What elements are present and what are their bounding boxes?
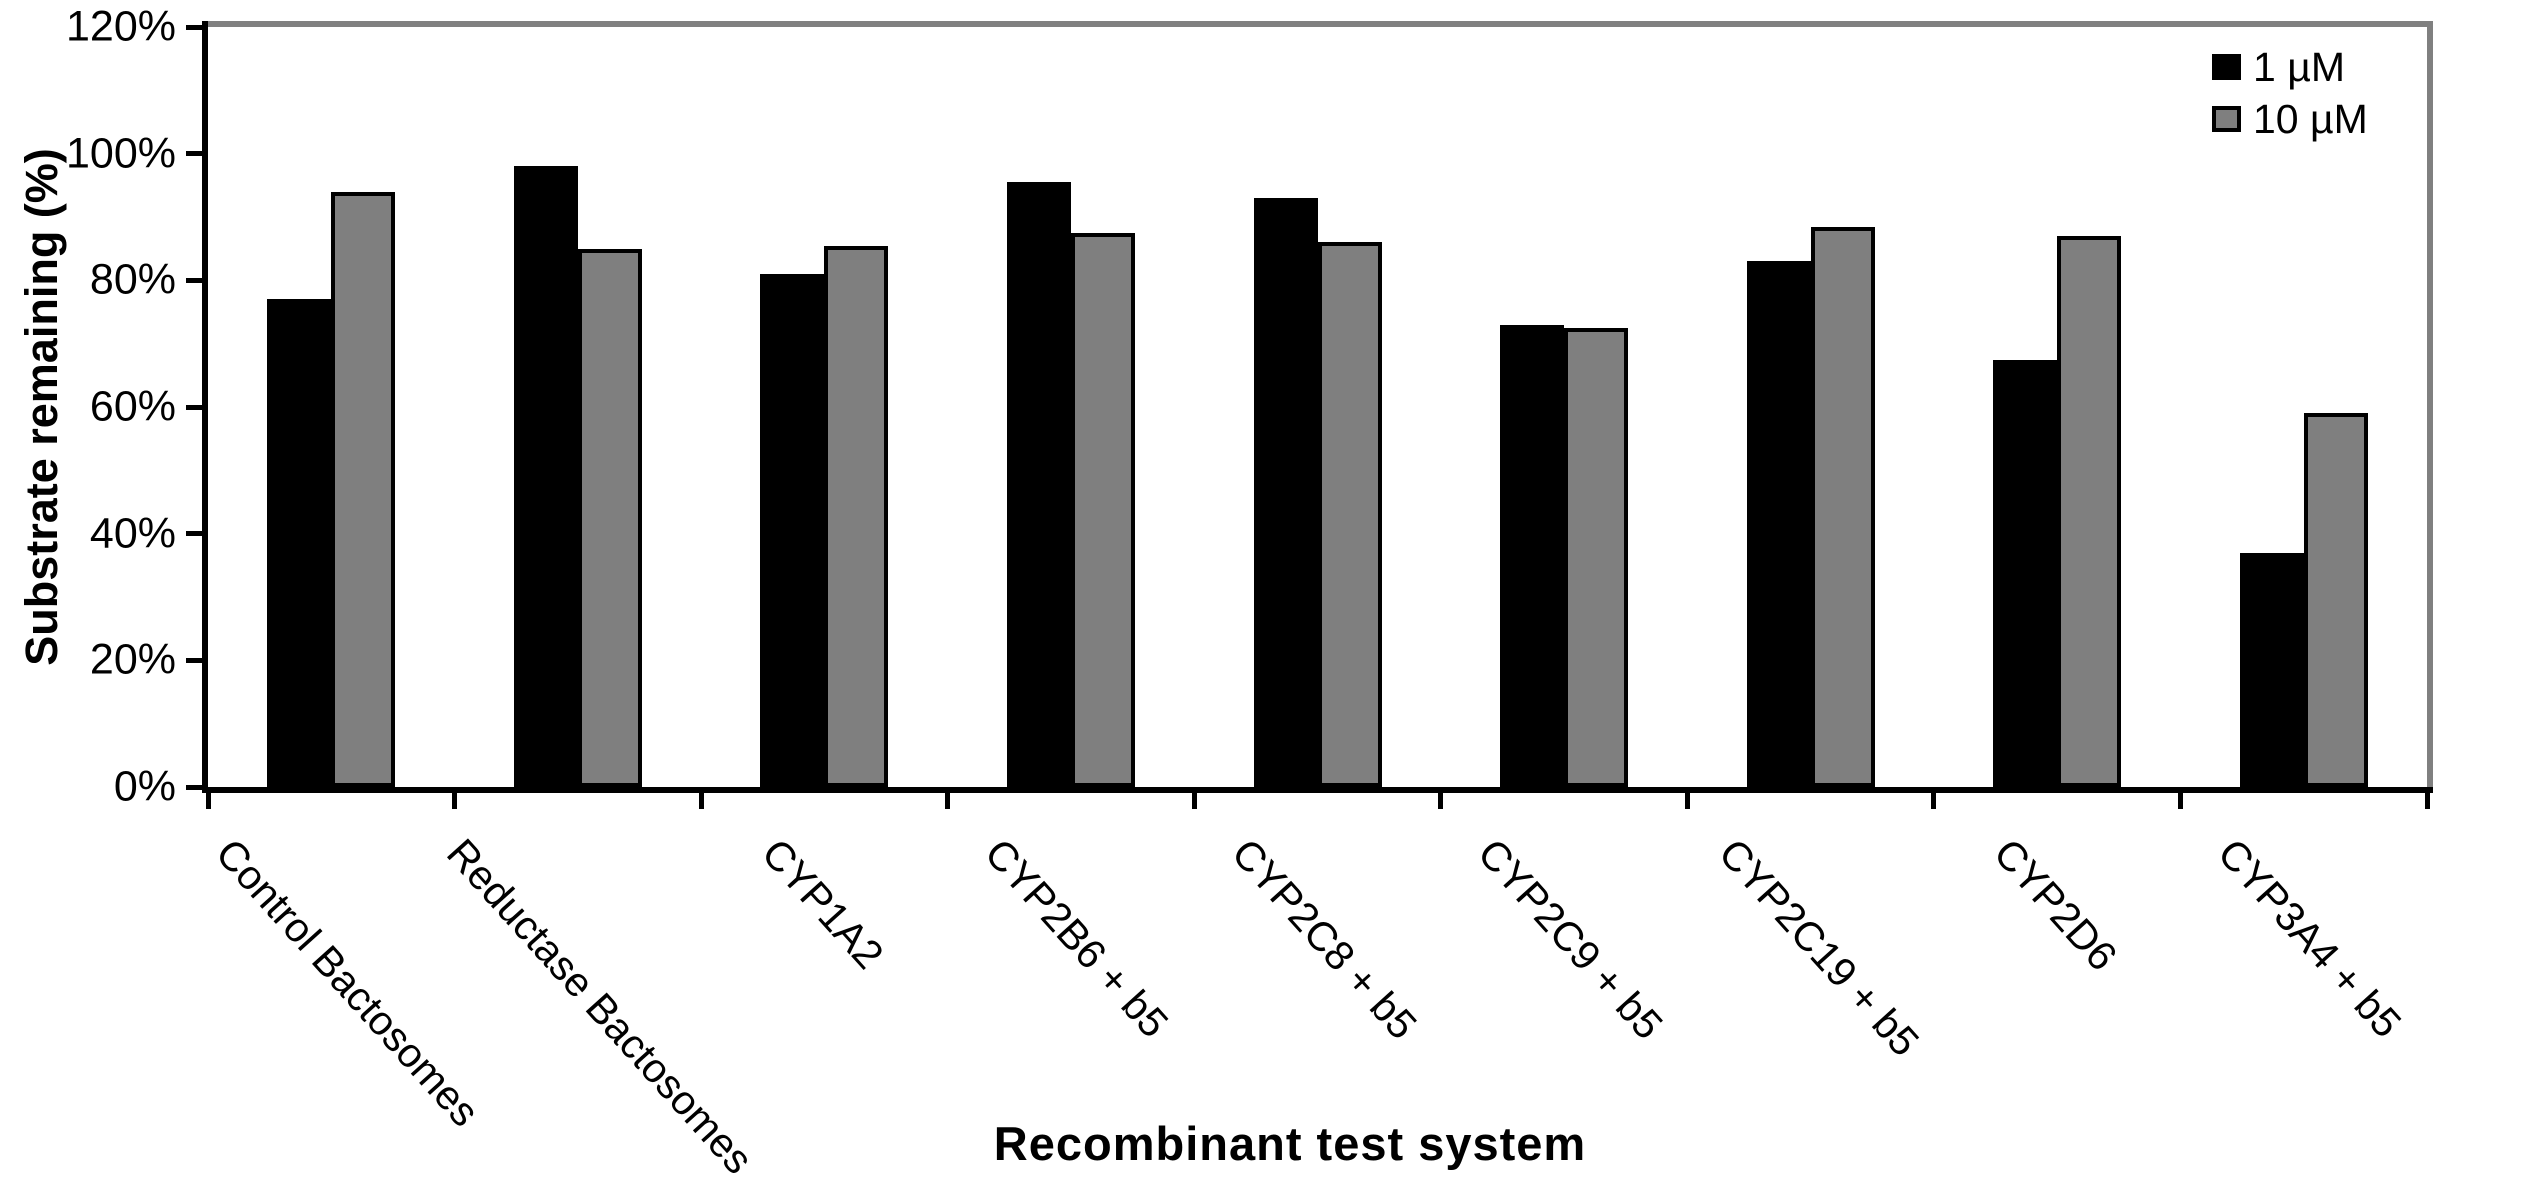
- category-label: CYP2C9 + b5: [1469, 829, 1672, 1048]
- bar-10µM-3: [824, 245, 889, 787]
- category-label: Control Bactosomes: [207, 829, 489, 1136]
- ytick-label: 20%: [89, 635, 176, 684]
- bar-10µM-7: [1810, 226, 1875, 787]
- ytick-mark: [186, 404, 202, 410]
- ytick-label: 40%: [89, 509, 176, 558]
- ytick-mark: [186, 784, 202, 790]
- ytick-mark: [186, 277, 202, 283]
- legend-swatch-1um-icon: [2212, 54, 2241, 80]
- legend-item-10um: 10 µM: [2212, 98, 2368, 139]
- bar-1µM-6: [1500, 324, 1565, 787]
- xtick-mark: [1191, 793, 1197, 809]
- bar-1µM-1: [267, 299, 332, 787]
- xtick-mark: [1438, 793, 1444, 809]
- bar-10µM-4: [1070, 232, 1135, 787]
- xtick-mark: [452, 793, 458, 809]
- ytick-label: 0%: [113, 762, 176, 811]
- bar-1µM-8: [1993, 359, 2058, 787]
- x-axis-line: [202, 787, 2433, 793]
- bar-1µM-7: [1746, 261, 1811, 787]
- y-axis-line: [202, 21, 208, 793]
- bar-10µM-8: [2057, 236, 2122, 787]
- bar-10µM-2: [577, 248, 642, 787]
- category-label: CYP2C8 + b5: [1222, 829, 1426, 1048]
- ytick-mark: [186, 531, 202, 537]
- bar-10µM-5: [1317, 242, 1382, 787]
- xtick-mark: [945, 793, 951, 809]
- plot-border-top: [208, 21, 2433, 27]
- ytick-label: 120%: [66, 2, 176, 51]
- xtick-mark: [2424, 793, 2430, 809]
- category-label: CYP2C19 + b5: [1709, 829, 1928, 1065]
- xtick-mark: [2177, 793, 2183, 809]
- xtick-mark: [205, 793, 211, 809]
- bar-10µM-1: [331, 191, 396, 787]
- xtick-mark: [1684, 793, 1690, 809]
- bar-10µM-9: [2303, 413, 2368, 787]
- legend-item-1um: 1 µM: [2212, 46, 2345, 87]
- xtick-mark: [698, 793, 704, 809]
- category-label: CYP3A4 + b5: [2209, 829, 2411, 1047]
- y-axis-title: Substrate remaining (%): [16, 148, 67, 666]
- legend-label-10um: 10 µM: [2253, 95, 2368, 142]
- plot-border-right: [2427, 27, 2433, 787]
- x-axis-title: Recombinant test system: [993, 1117, 1587, 1170]
- ytick-label: 80%: [89, 255, 176, 304]
- bar-1µM-5: [1253, 198, 1318, 787]
- xtick-mark: [1931, 793, 1937, 809]
- bar-10µM-6: [1564, 327, 1629, 787]
- ytick-label: 100%: [66, 129, 176, 178]
- category-label: CYP2B6 + b5: [976, 829, 1178, 1047]
- legend-label-1um: 1 µM: [2253, 43, 2345, 90]
- category-label: CYP2D6: [1985, 829, 2127, 980]
- category-label: Reductase Bactosomes: [437, 829, 762, 1183]
- bar-1µM-3: [760, 274, 825, 787]
- bar-1µM-9: [2239, 552, 2304, 787]
- ytick-label: 60%: [89, 382, 176, 431]
- category-label: CYP1A2: [753, 829, 893, 978]
- ytick-mark: [186, 151, 202, 157]
- ytick-mark: [186, 657, 202, 663]
- bar-1µM-2: [513, 166, 578, 787]
- legend-swatch-10um-icon: [2212, 106, 2241, 132]
- ytick-mark: [186, 24, 202, 30]
- bar-1µM-4: [1006, 182, 1071, 787]
